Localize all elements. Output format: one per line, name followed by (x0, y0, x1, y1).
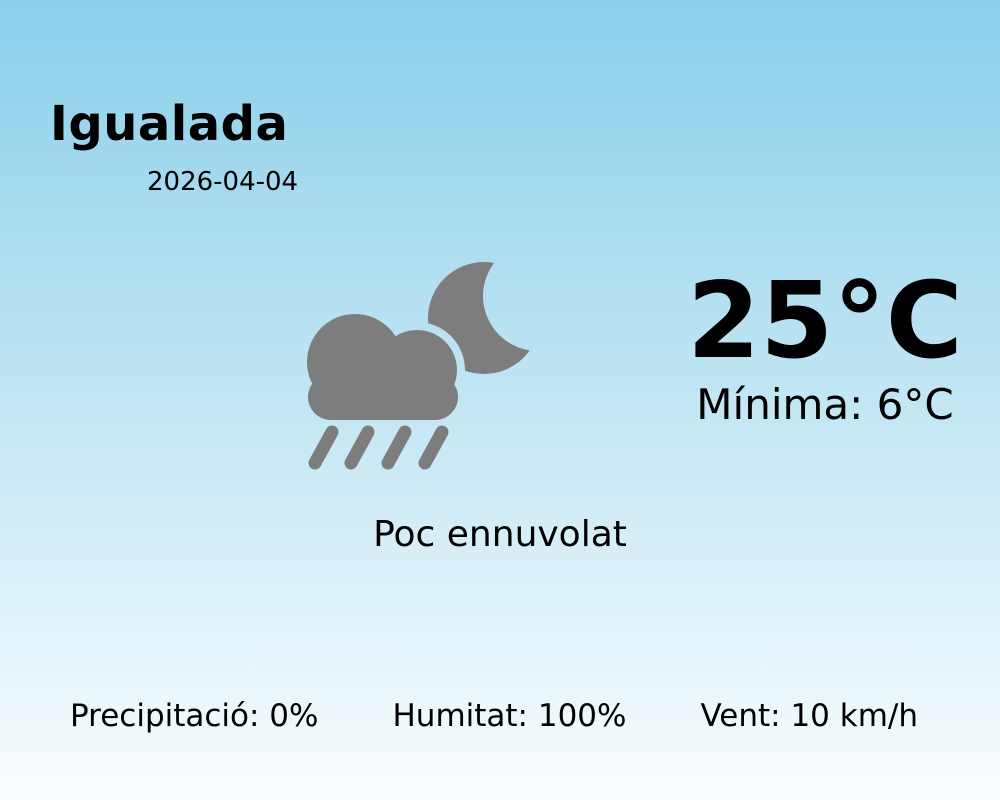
stats-row: Precipitació: 0% Humitat: 100% Vent: 10 … (0, 698, 1000, 735)
wind-stat: Vent: 10 km/h (700, 698, 918, 734)
location-title: Igualada (50, 96, 289, 152)
condition-text: Poc ennuvolat (373, 514, 627, 555)
humidity-stat: Humitat: 100% (392, 698, 627, 734)
minimum-temperature: Mínima: 6°C (696, 380, 954, 429)
temperature-block: 25°C Mínima: 6°C (645, 269, 1000, 430)
date-label: 2026-04-04 (147, 167, 299, 197)
current-temperature: 25°C (687, 260, 963, 382)
cloud-moon-rain-icon (295, 258, 545, 473)
precipitation-stat: Precipitació: 0% (70, 698, 319, 734)
